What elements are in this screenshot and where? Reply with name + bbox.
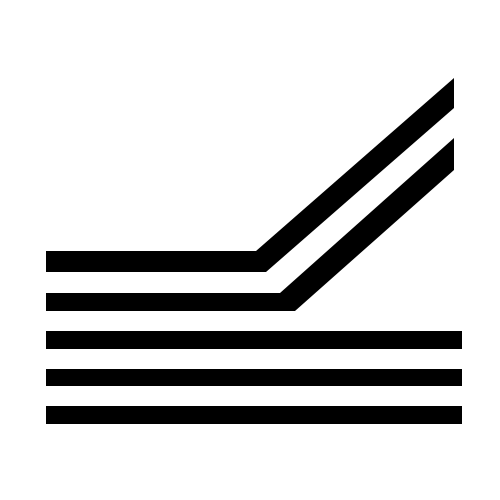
bent-stripe-top	[46, 78, 454, 272]
straight-stripe	[46, 369, 462, 386]
straight-stripe	[46, 406, 462, 424]
straight-stripe	[46, 331, 462, 349]
bent-stripe-bottom	[46, 138, 454, 311]
